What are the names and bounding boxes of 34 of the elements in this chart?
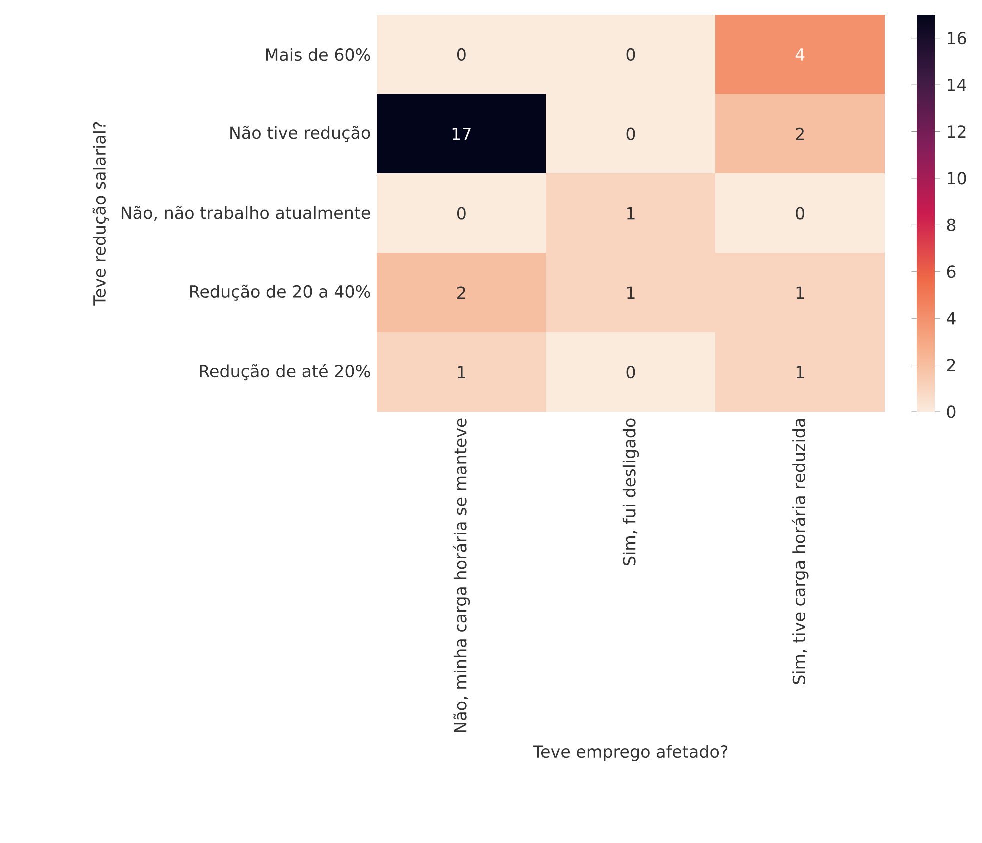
x-axis-title: Teve emprego afetado? [533,745,728,762]
y-tick-label: Não, não trabalho atualmente [122,206,370,221]
data-label: 0 [457,48,466,62]
y-tick-label: Redução de até 20% [200,364,370,381]
color-bar-label: 14 [948,78,966,92]
data-label: 1 [628,207,635,220]
data-label: 0 [626,128,636,140]
data-label: 17 [452,128,471,140]
color-bar-label: 16 [948,32,966,45]
x-tick-label: Sim, tive carga horária reduzida [792,419,809,684]
data-label: 2 [796,128,804,140]
y-axis-title: Teve redução salarial? [92,122,109,306]
data-label: 0 [457,207,466,220]
data-label: 1 [796,286,804,299]
y-tick-label: Mais de 60% [266,48,370,62]
color-bar-label: 2 [947,359,956,372]
color-bar-label: 8 [947,218,956,232]
data-label: 4 [796,48,805,61]
x-tick-label: Sim, fui desligado [622,418,640,566]
data-label: 1 [458,366,466,378]
data-label: 0 [626,366,636,379]
x-tick-label: Não, minha carga horária se manteve [453,418,470,732]
data-label: 0 [626,48,636,62]
data-label: 1 [796,366,804,378]
color-bar-label: 0 [947,406,956,418]
color-bar-label: 12 [948,126,966,138]
color-bar-label: 6 [947,266,956,278]
color-bar-label: 10 [948,172,966,185]
color-bar-label: 4 [946,312,956,325]
data-label: 0 [796,207,805,220]
data-label: 2 [458,286,466,300]
data-label: 1 [628,286,635,299]
y-tick-label: Redução de 20 a 40% [190,284,370,301]
y-tick-label: Não tive redução [230,126,370,142]
